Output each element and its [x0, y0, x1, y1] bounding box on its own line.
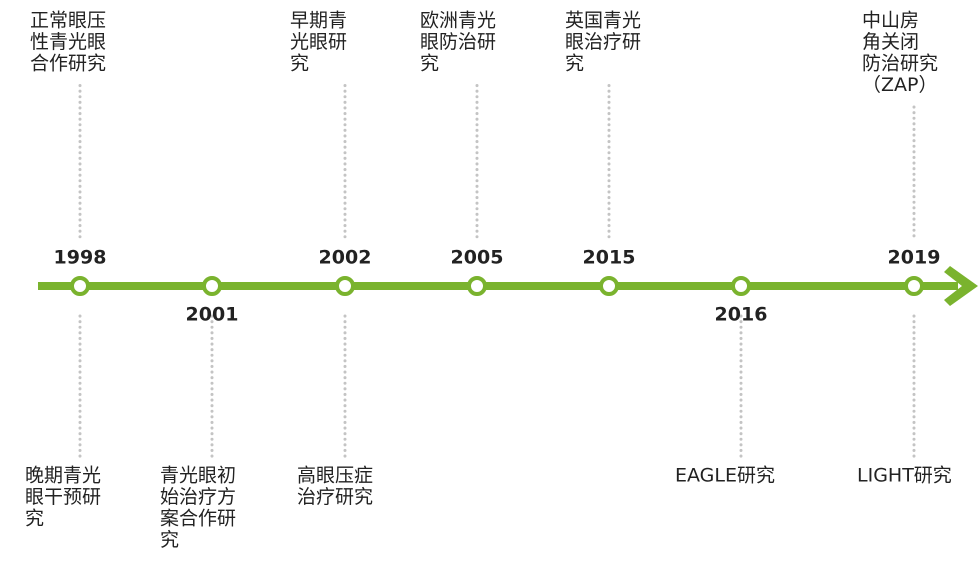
event-label: 眼防治研	[420, 31, 496, 53]
event-label: 英国青光	[565, 10, 641, 32]
year-label: 2001	[186, 304, 239, 326]
milestone	[599, 276, 619, 296]
event-label: 青光眼初	[160, 465, 236, 487]
event-label: 始治疗方	[160, 486, 236, 508]
milestone	[335, 276, 355, 296]
event-label: 角关闭	[862, 31, 919, 53]
event-label: （ZAP）	[862, 74, 937, 96]
timeline-arrow	[944, 266, 978, 306]
event-label: 究	[25, 508, 44, 530]
year-label: 2015	[583, 247, 636, 269]
event-label: 防治研究	[862, 53, 938, 75]
event-label: 究	[160, 529, 179, 551]
event-label: 正常眼压	[30, 10, 106, 32]
event-label: 案合作研	[160, 508, 236, 530]
milestone	[467, 276, 487, 296]
event-label: 高眼压症	[297, 465, 373, 487]
year-label: 2016	[715, 304, 768, 326]
event-label: 眼干预研	[25, 486, 101, 508]
event-label: 早期青	[290, 10, 347, 32]
event-label: 晚期青光	[25, 465, 101, 487]
event-label: 中山房	[862, 10, 919, 32]
event-label: 治疗研究	[297, 486, 373, 508]
year-label: 1998	[54, 247, 107, 269]
event-label: 光眼研	[290, 31, 347, 53]
event-label: 究	[565, 53, 584, 75]
event-label: 究	[420, 53, 439, 75]
event-label: 合作研究	[30, 53, 106, 75]
event-label: 欧洲青光	[420, 10, 496, 32]
event-label: LIGHT研究	[857, 465, 952, 487]
year-label: 2002	[319, 247, 372, 269]
year-label: 2019	[888, 247, 941, 269]
milestone	[70, 276, 90, 296]
event-label: 性青光眼	[30, 31, 106, 53]
event-label: 眼治疗研	[565, 31, 641, 53]
event-label: 究	[290, 53, 309, 75]
milestone	[731, 276, 751, 296]
year-label: 2005	[451, 247, 504, 269]
event-label: EAGLE研究	[675, 465, 775, 487]
milestone	[202, 276, 222, 296]
milestone	[904, 276, 924, 296]
